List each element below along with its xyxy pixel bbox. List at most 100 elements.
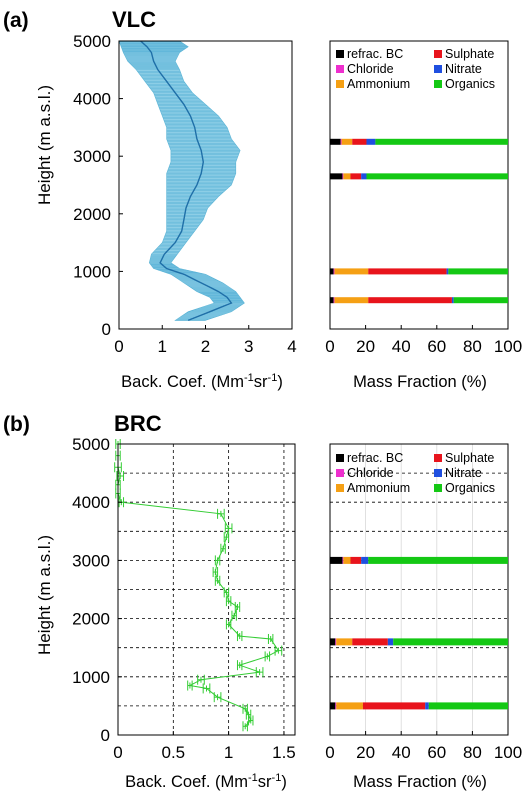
vlc-mass-fraction-bar-segment-sulphate: [350, 173, 362, 180]
brc-mass-fraction-bar-segment-refrac-bc: [330, 638, 336, 646]
brc-legend-swatch: [434, 454, 442, 462]
vlc-backscatter-ytick-label: 2000: [73, 205, 111, 224]
brc-legend: refrac. BC Sulphate Chloride Nitrate Ammoniu…: [336, 451, 495, 495]
vlc-legend-label: Sulphate: [445, 47, 494, 61]
vlc-backscatter-marks: [118, 40, 245, 322]
vlc-backscatter-x-axis-title: Back. Coef. (Mm-1sr-1): [121, 372, 283, 391]
brc-legend-label: refrac. BC: [347, 451, 403, 465]
vlc-mass-fraction-bar-segment-ammonium: [334, 297, 369, 304]
vlc-xlabel-pre: Back. Coef. (Mm: [121, 373, 244, 391]
panel-a-letter: (a): [3, 9, 29, 32]
vlc-backscatter-ytick-label: 3000: [73, 147, 111, 166]
brc-legend-label: Organics: [445, 481, 495, 495]
brc-mass-fraction-bar-segment-chloride: [342, 556, 344, 564]
brc-mass-fraction-xtick-label: 60: [427, 743, 446, 762]
vlc-legend-label: refrac. BC: [347, 47, 403, 61]
brc-mass-fraction-x-axis-title: Mass Fraction (%): [353, 773, 487, 791]
brc-mass-fraction-chart: 0 20 40 60 80 100 refrac. BC Sulphate Chloride N…: [325, 443, 522, 762]
vlc-mass-fraction-bar-segment-sulphate: [352, 138, 367, 145]
brc-mass-fraction-bar-segment-ammonium: [343, 556, 351, 564]
brc-mass-fraction-bar-segment-organics: [393, 638, 508, 646]
panel-a-site-title: VLC: [112, 7, 156, 32]
vlc-mass-fraction-xtick-label: 100: [494, 337, 522, 356]
panel-b-letter: (b): [3, 413, 30, 436]
brc-mass-fraction-bar-segment-sulphate: [352, 638, 388, 646]
vlc-mass-fraction-bars: [330, 138, 508, 304]
brc-legend-swatch: [434, 484, 442, 492]
vlc-mass-fraction-bar-segment-refrac-bc: [330, 138, 341, 145]
vlc-legend: refrac. BC Sulphate Chloride Nitrate Ammoniu…: [336, 47, 495, 91]
brc-backscatter-ytick-label: 5000: [72, 435, 110, 454]
brc-backscatter-line: [117, 444, 280, 727]
brc-mass-fraction-frame: [329, 443, 509, 736]
vlc-mass-fraction-bar-segment-organics: [453, 297, 508, 304]
brc-mass-fraction-xtick-label: 40: [392, 743, 411, 762]
vlc-backscatter-chart: 0 1000 2000 3000 4000 5000 0 1 2 3 4: [73, 32, 297, 356]
brc-mass-fraction-bar-segment-nitrate: [361, 556, 369, 564]
brc-mass-fraction-bar-segment-ammonium: [336, 702, 363, 710]
vlc-backscatter-xtick-label: 2: [201, 337, 210, 356]
vlc-mass-fraction-xtick-label: 60: [427, 337, 446, 356]
brc-mass-fraction-bar-segment-organics: [428, 702, 508, 710]
vlc-mass-fraction-bar-segment-chloride: [333, 297, 335, 304]
brc-backscatter-xtick-label: 1: [224, 743, 233, 762]
vlc-mass-fraction-chart: 0 20 40 60 80 100 refrac. BC Sulphate Chloride N…: [325, 40, 522, 356]
brc-legend-swatch: [434, 469, 442, 477]
vlc-legend-label: Nitrate: [445, 62, 482, 76]
vlc-mass-fraction-bar-segment-organics: [375, 138, 508, 145]
vlc-mass-fraction-bar-segment-ammonium: [341, 138, 353, 145]
vlc-legend-swatch: [336, 65, 344, 73]
brc-backscatter-chart: 0 1000 2000 3000 4000 5000 0 0.5 1 1.5: [72, 435, 296, 762]
brc-mass-fraction-bar-segment-nitrate: [387, 638, 394, 646]
brc-mass-fraction-bar-segment-organics: [368, 556, 508, 564]
brc-backscatter-ytick-label: 4000: [72, 493, 110, 512]
brc-mass-fraction-ticks: 0 20 40 60 80 100: [325, 731, 522, 762]
brc-mass-fraction-xtick-label: 80: [463, 743, 482, 762]
brc-backscatter-xtick-label: 0.5: [161, 743, 185, 762]
brc-legend-swatch: [336, 484, 344, 492]
panel-b-y-axis-title: Height (m a.s.l.): [35, 535, 54, 655]
brc-backscatter-ytick-label: 3000: [72, 551, 110, 570]
brc-xlabel-pre: Back. Coef. (Mm: [125, 773, 248, 791]
vlc-backscatter-ytick-label: 4000: [73, 90, 111, 109]
vlc-mass-fraction-xtick-label: 80: [463, 337, 482, 356]
brc-backscatter-ticks: 0 1000 2000 3000 4000 5000 0 0.5 1 1.5: [72, 435, 296, 762]
brc-backscatter-frame: [117, 443, 296, 736]
vlc-legend-label: Chloride: [347, 62, 394, 76]
brc-backscatter-marks: [114, 439, 283, 732]
vlc-backscatter-xtick-label: 1: [158, 337, 167, 356]
brc-mass-fraction-xtick-label: 20: [356, 743, 375, 762]
vlc-backscatter-xtick-label: 0: [114, 337, 123, 356]
brc-mass-fraction-bar-segment-nitrate: [425, 702, 429, 710]
vlc-legend-swatch: [434, 80, 442, 88]
vlc-xlabel-post: ): [277, 373, 283, 391]
vlc-mass-fraction-bar-segment-nitrate: [366, 138, 376, 145]
brc-mass-fraction-bars: [330, 556, 508, 710]
vlc-backscatter-ticks: 0 1000 2000 3000 4000 5000 0 1 2 3 4: [73, 32, 297, 356]
brc-legend-label: Chloride: [347, 466, 394, 480]
vlc-xlabel-exp-1: -1: [244, 372, 254, 384]
brc-xlabel-exp-1: -1: [248, 772, 258, 784]
brc-mass-fraction-xtick-label: 0: [325, 743, 334, 762]
vlc-backscatter-ytick-label: 0: [102, 320, 111, 339]
vlc-mass-fraction-bar-segment-ammonium: [334, 268, 369, 275]
panel-a-y-axis-title: Height (m a.s.l.): [35, 85, 54, 205]
vlc-mass-fraction-bar-segment-organics: [366, 173, 508, 180]
brc-mass-fraction-bar-segment-sulphate: [350, 556, 362, 564]
brc-legend-swatch: [336, 454, 344, 462]
vlc-mass-fraction-xtick-label: 40: [392, 337, 411, 356]
vlc-legend-swatch: [434, 50, 442, 58]
vlc-mass-fraction-bar-segment-ammonium: [343, 173, 351, 180]
vlc-mass-fraction-bar-segment-nitrate: [361, 173, 367, 180]
vlc-backscatter-xtick-label: 3: [244, 337, 253, 356]
vlc-mass-fraction-x-axis-title: Mass Fraction (%): [353, 373, 487, 391]
brc-backscatter-ytick-label: 1000: [72, 668, 110, 687]
vlc-legend-swatch: [434, 65, 442, 73]
vlc-legend-swatch: [336, 80, 344, 88]
brc-xlabel-post: ): [281, 773, 287, 791]
vlc-mass-fraction-bar-segment-refrac-bc: [330, 268, 334, 275]
vlc-mass-fraction-bar-segment-sulphate: [368, 268, 447, 275]
vlc-mass-fraction-bar-segment-chloride: [340, 138, 342, 145]
vlc-mass-fraction-bar-segment-chloride: [333, 268, 335, 275]
